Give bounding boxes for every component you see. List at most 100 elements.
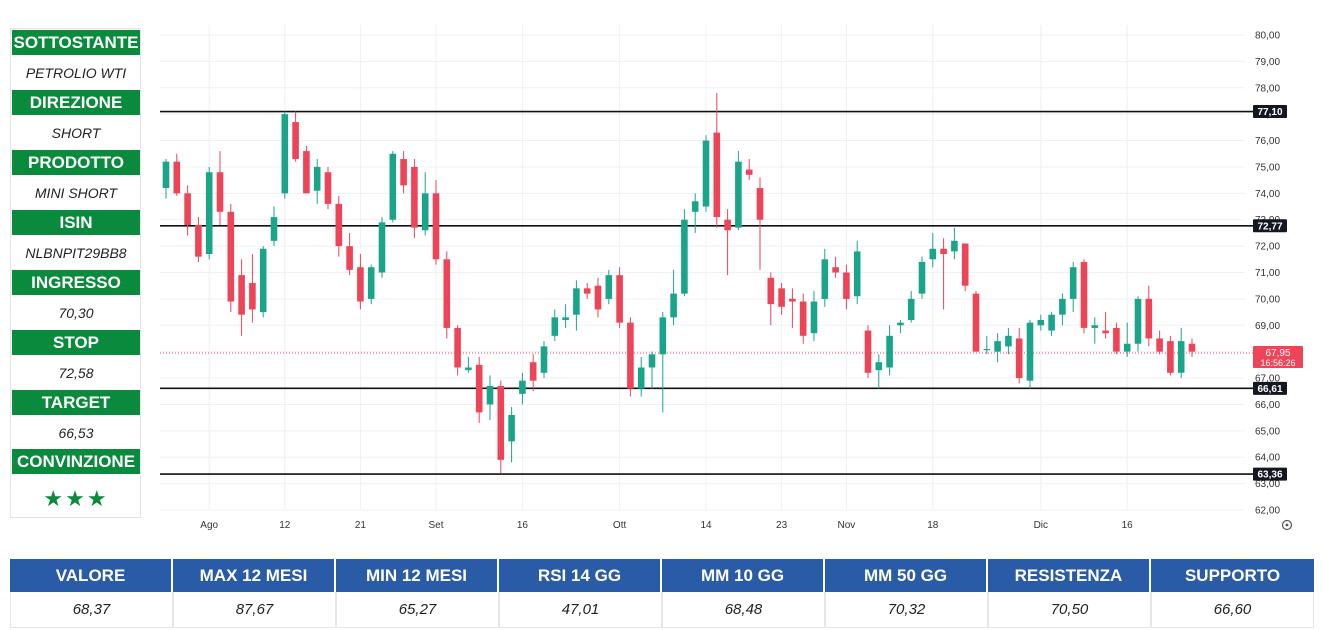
candle-body [529, 362, 537, 381]
y-tick-label: 72,00 [1255, 242, 1280, 253]
level-label: 66,61 [1257, 384, 1282, 395]
candle-body [691, 201, 699, 212]
y-tick-label: 64,00 [1255, 453, 1280, 464]
candle-body [454, 327, 461, 368]
candle-body [918, 261, 926, 294]
x-tick-label: Nov [838, 520, 856, 531]
candle-body [832, 267, 839, 273]
candle-body [886, 335, 893, 368]
x-tick-label: Ago [200, 520, 218, 531]
candle-body [335, 203, 343, 247]
candle-body [551, 317, 559, 336]
candle-body [799, 301, 807, 336]
candle-body [648, 354, 656, 368]
level-label-box [1253, 467, 1287, 481]
candle-body [1037, 320, 1045, 326]
x-tick-label: Ott [613, 520, 627, 531]
y-tick-label: 69,00 [1255, 321, 1280, 332]
candle-body [1113, 327, 1120, 352]
candle-body [1069, 267, 1077, 299]
candle-body [951, 240, 958, 252]
candle-body [681, 219, 688, 294]
panel-value-ingresso: 70,30 [58, 305, 94, 321]
candle-body [562, 317, 569, 320]
candle-body [303, 151, 310, 194]
candle-body [1123, 343, 1131, 352]
panel-value-isin: NLBNPIT29BB8 [25, 245, 127, 261]
y-tick-label: 74,00 [1255, 189, 1280, 200]
panel-value-target: 66,53 [58, 425, 94, 441]
y-tick-label: 79,00 [1255, 57, 1280, 68]
candle-body [724, 219, 731, 231]
x-tick-label: 16 [1122, 520, 1134, 531]
current-price-time: 16:56:26 [1260, 358, 1295, 368]
candle-body [432, 193, 440, 260]
candle-body [605, 275, 613, 299]
x-tick-label: Set [428, 520, 443, 531]
candle-body [508, 415, 515, 442]
y-tick-label: 65,00 [1255, 426, 1280, 437]
stats-header-cell: MAX 12 MESI [173, 559, 336, 592]
candle-body [972, 293, 980, 352]
candle-body [853, 251, 861, 297]
candle-body [1177, 341, 1185, 373]
candle-body [573, 288, 580, 315]
candle-body [346, 246, 353, 270]
candle-body [292, 122, 299, 160]
candle-body [1167, 341, 1174, 373]
candle-body [616, 275, 623, 323]
level-label-box [1253, 219, 1287, 233]
panel-value-sottostante: PETROLIO WTI [25, 65, 127, 81]
candle-body [443, 259, 451, 328]
panel-label-ingresso: INGRESSO [12, 270, 140, 295]
stats-header-cell: SUPPORTO [1151, 559, 1314, 592]
panel-label-direzione: DIREZIONE [12, 90, 140, 115]
candle-body [983, 349, 991, 351]
x-tick-label: 21 [355, 520, 367, 531]
candle-body [465, 367, 472, 371]
level-label-box [1253, 105, 1287, 119]
y-tick-label: 63,00 [1255, 479, 1280, 490]
stats-value-row: 68,37 87,67 65,27 47,01 68,48 70,32 70,50 66,60 [10, 592, 1314, 628]
level-label: 72,77 [1257, 221, 1282, 232]
candle-body [281, 114, 289, 194]
y-tick-label: 78,00 [1255, 83, 1280, 94]
candle-body [497, 385, 505, 460]
panel-value-stop: 72,58 [58, 365, 94, 381]
candle-body [767, 277, 775, 305]
candle-body [324, 172, 332, 204]
conviction-stars: ★★★ [43, 486, 109, 511]
y-tick-label: 70,00 [1255, 294, 1280, 305]
y-tick-label: 67,00 [1255, 374, 1280, 385]
candle-body [205, 172, 213, 255]
stats-header-cell: RESISTENZA [988, 559, 1151, 592]
candle-body [1091, 325, 1099, 328]
candle-body [540, 346, 548, 373]
candle-body [810, 301, 818, 334]
candle-body [389, 153, 397, 220]
candle-body [421, 193, 429, 231]
candle-body [519, 380, 526, 394]
stats-header-cell: VALORE [10, 559, 173, 592]
candle-body [195, 225, 202, 257]
candle-body [411, 166, 418, 228]
x-tick-label: Dic [1034, 520, 1048, 531]
stats-table: VALORE MAX 12 MESI MIN 12 MESI RSI 14 GG MM … [10, 559, 1314, 628]
candle-body [627, 322, 634, 389]
candle-body [940, 248, 947, 255]
candle-body [216, 172, 224, 212]
candle-body [249, 283, 256, 310]
candle-body [1188, 343, 1196, 352]
candle-body [745, 169, 753, 175]
conviction-header: CONVINZIONE [12, 449, 140, 474]
stats-value-cell: 47,01 [499, 592, 662, 628]
candle-body [378, 222, 386, 273]
candle-body [1080, 261, 1088, 328]
candle-body [367, 267, 375, 299]
stats-value-cell: 68,48 [662, 592, 825, 628]
candle-body [1059, 298, 1066, 315]
settings-icon-center [1285, 523, 1289, 527]
stats-header-row: VALORE MAX 12 MESI MIN 12 MESI RSI 14 GG MM … [10, 559, 1314, 592]
info-panel: SOTTOSTANTE PETROLIO WTI DIREZIONE SHORT PRO… [10, 28, 141, 518]
x-tick-label: 18 [927, 520, 939, 531]
